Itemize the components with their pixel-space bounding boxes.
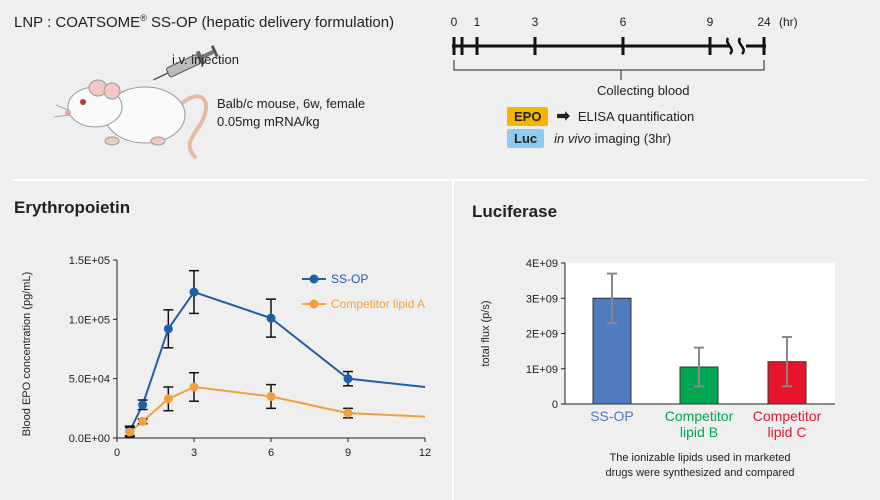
timeline-tick-label: 24 — [757, 15, 771, 29]
x-tick-label: 9 — [345, 447, 351, 459]
category-label: Competitor lipid B — [665, 408, 734, 440]
y-tick-label: 4E+09 — [526, 258, 558, 270]
category-label-line: Competitor — [665, 408, 734, 424]
mouse-illustration — [53, 45, 219, 159]
series-line — [129, 385, 426, 433]
data-point — [343, 408, 353, 418]
category-label: SS-OP — [590, 408, 634, 424]
data-point — [189, 287, 199, 297]
epo-method: ELISA quantification — [577, 108, 695, 124]
epo-chart-title: Erythropoietin — [14, 198, 131, 217]
y-tick-label: 3E+09 — [526, 293, 558, 305]
data-point — [343, 374, 353, 384]
injection-label: i.v. injection — [172, 52, 239, 67]
legend-marker — [309, 274, 319, 284]
y-tick-label: 5.0E+04 — [69, 374, 110, 386]
luc-badge: Luc — [507, 129, 545, 148]
timeline-tick-label: 9 — [707, 15, 714, 29]
y-tick-label: 1.0E+05 — [69, 314, 110, 326]
legend-label: Competitor lipid A — [331, 297, 425, 311]
y-tick-label: 2E+09 — [526, 329, 558, 341]
category-label-line: lipid C — [768, 424, 807, 440]
data-point — [138, 400, 148, 410]
epo-line-chart: 0.0E+00 5.0E+04 1.0E+05 1.5E+05 0 3 6 9 12 Blood … — [21, 255, 431, 459]
horizontal-divider — [12, 179, 868, 181]
timeline-tick-label: 3 — [532, 15, 539, 29]
series-ss-op — [124, 269, 426, 437]
legend-label: SS-OP — [331, 272, 368, 286]
y-tick-label: 1.5E+05 — [69, 255, 110, 267]
arrow-right-icon: ➡ — [556, 108, 570, 125]
luc-method: in vivo imaging (3hr) — [554, 131, 672, 146]
axis-break-mark — [725, 37, 733, 55]
epo-badge: EPO — [507, 106, 549, 126]
y-tick-label: 0.0E+00 — [69, 433, 110, 445]
collecting-bracket — [453, 60, 765, 71]
data-point — [266, 391, 276, 401]
category-label-line: SS-OP — [590, 408, 634, 424]
vertical-divider — [452, 181, 454, 500]
footnote-line: drugs were synthesized and compared — [606, 467, 795, 479]
x-tick-label: 12 — [419, 447, 431, 459]
y-tick-label: 1E+09 — [526, 364, 558, 376]
timeline-unit: (hr) — [779, 15, 798, 29]
page-title: LNP : COATSOME® SS-OP (hepatic delivery … — [14, 13, 395, 31]
series-competitor-a — [124, 371, 426, 438]
y-axis-label: total flux (p/s) — [480, 300, 492, 366]
luciferase-bar-chart: 0 1E+09 2E+09 3E+09 4E+09 total flux (p/s) SS-… — [480, 258, 835, 479]
mouse-strain: Balb/c mouse, 6w, female — [217, 96, 366, 111]
syringe-icon — [153, 45, 219, 81]
footnote-line: The ionizable lipids used in marketed — [610, 452, 791, 464]
x-tick-label: 3 — [191, 447, 197, 459]
category-label-line: Competitor — [753, 408, 822, 424]
x-tick-label: 0 — [114, 447, 120, 459]
timeline-tick-label: 1 — [474, 15, 481, 29]
timeline-tick-label: 6 — [620, 15, 627, 29]
x-tick-label: 6 — [268, 447, 274, 459]
data-point — [189, 382, 199, 392]
data-point — [125, 427, 135, 437]
timeline: 0 1 3 6 9 24 (hr) — [451, 15, 798, 80]
collecting-blood-label: Collecting blood — [597, 83, 690, 98]
data-point — [138, 416, 148, 426]
epo-row: EPO ➡ ELISA quantification — [507, 106, 694, 126]
luc-chart-title: Luciferase — [472, 202, 558, 221]
y-tick-label: 0 — [552, 399, 558, 411]
legend-marker — [309, 299, 319, 309]
category-label-line: lipid B — [680, 424, 718, 440]
category-label: Competitor lipid C — [753, 408, 822, 440]
y-axis-label: Blood EPO concentration (pg/mL) — [21, 272, 33, 436]
data-point — [163, 394, 173, 404]
axis-break-mark — [737, 37, 745, 55]
series-line — [128, 290, 426, 432]
mouse-dose: 0.05mg mRNA/kg — [217, 114, 320, 129]
data-point — [266, 313, 276, 323]
luc-row: Luc in vivo imaging (3hr) — [507, 129, 671, 148]
timeline-tick-label: 0 — [451, 15, 458, 29]
data-point — [163, 324, 173, 334]
